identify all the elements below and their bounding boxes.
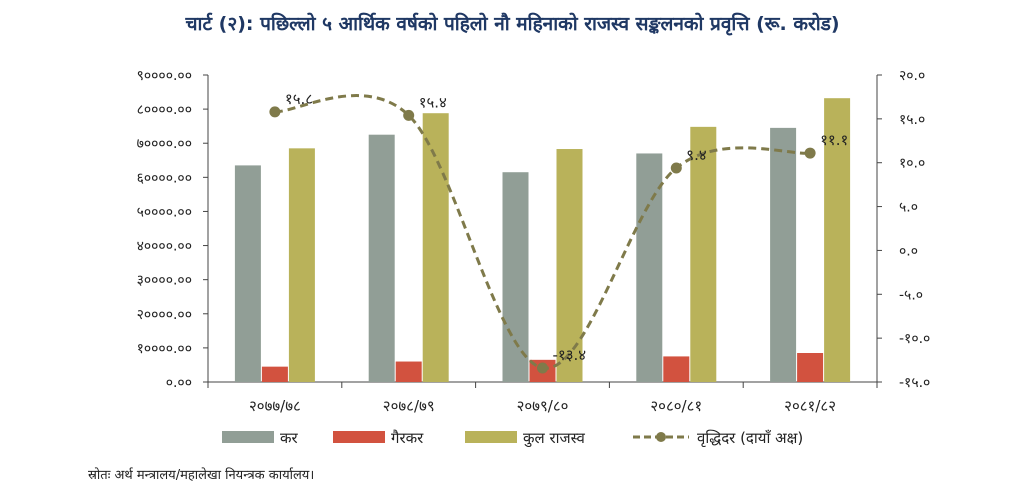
right-tick-label: -१५.०: [899, 375, 930, 391]
bar-nontax: [395, 361, 422, 382]
left-tick-label: ७००००.००: [137, 136, 192, 152]
bar-total: [690, 126, 717, 382]
left-tick-label: ६००००.००: [137, 170, 192, 186]
growth-rate-point: [269, 106, 281, 118]
growth-rate-label: ११.१: [820, 131, 848, 149]
x-tick-label: २०७७/७८: [249, 397, 301, 415]
legend-label: कर: [280, 429, 299, 447]
right-tick-label: २०.०: [899, 68, 925, 84]
bar-tax: [234, 165, 261, 382]
legend-swatch: [465, 431, 517, 443]
right-tick-label: -५.०: [899, 287, 923, 303]
left-tick-label: ५००००.००: [137, 204, 192, 220]
legend-label: गैरकर: [391, 429, 424, 447]
growth-rate-label: ९.४: [686, 146, 707, 164]
legend-swatch: [333, 431, 385, 443]
growth-rate-point: [670, 162, 682, 174]
legend-marker: [656, 432, 666, 442]
left-tick-label: ९००००.००: [137, 68, 192, 84]
bar-total: [422, 113, 449, 383]
growth-rate-point: [804, 147, 816, 159]
bar-nontax: [797, 353, 824, 382]
growth-rate-label: १५.८: [285, 90, 313, 108]
legend-label: वृद्धिदर (दायाँ अक्ष): [697, 429, 803, 448]
growth-rate-point: [537, 362, 548, 374]
growth-rate-label: १५.४: [419, 93, 447, 111]
right-tick-label: -१०.०: [899, 331, 930, 347]
right-tick-label: १०.०: [899, 156, 925, 172]
legend-swatch: [222, 431, 274, 443]
bar-tax: [502, 172, 529, 382]
legend-label: कुल राजस्व: [523, 429, 585, 448]
bar-total: [556, 149, 583, 382]
left-tick-label: २००००.००: [137, 307, 192, 323]
right-tick-label: १५.०: [899, 112, 925, 128]
x-tick-label: २०७८/७९: [383, 397, 435, 415]
bar-nontax: [663, 356, 690, 382]
x-tick-label: २०७९/८०: [517, 397, 569, 415]
growth-rate-point: [403, 109, 415, 121]
revenue-chart: ०.०० १००००.०० २००००.०० ३००००.०० ४००००.०० ५०००…: [137, 68, 931, 448]
chart-title: चार्ट (२): पछिल्लो ५ आर्थिक वर्षको पहिलो…: [185, 13, 840, 35]
x-tick-label: २०८१/८२: [784, 397, 836, 415]
left-tick-label: ०.००: [166, 375, 192, 391]
left-tick-label: १००००.००: [137, 341, 192, 357]
left-tick-label: ३००००.००: [137, 273, 192, 289]
bar-tax: [368, 134, 395, 382]
bar-tax: [770, 127, 797, 382]
bar-total: [288, 148, 315, 382]
x-tick-label: २०८०/८१: [650, 397, 702, 415]
left-tick-label: ४००००.००: [137, 239, 192, 255]
growth-rate-label: -१३.४: [553, 346, 587, 364]
bar-tax: [636, 153, 663, 382]
bar-total: [824, 98, 851, 382]
right-tick-label: ०.०: [899, 243, 918, 259]
bar-nontax: [261, 366, 288, 382]
left-tick-label: ८००००.००: [137, 102, 192, 118]
source-note: स्रोतः अर्थ मन्त्रालय/महालेखा नियन्त्रक …: [88, 468, 315, 483]
right-tick-label: ५.०: [899, 200, 918, 216]
growth-rate-line: [274, 94, 811, 370]
